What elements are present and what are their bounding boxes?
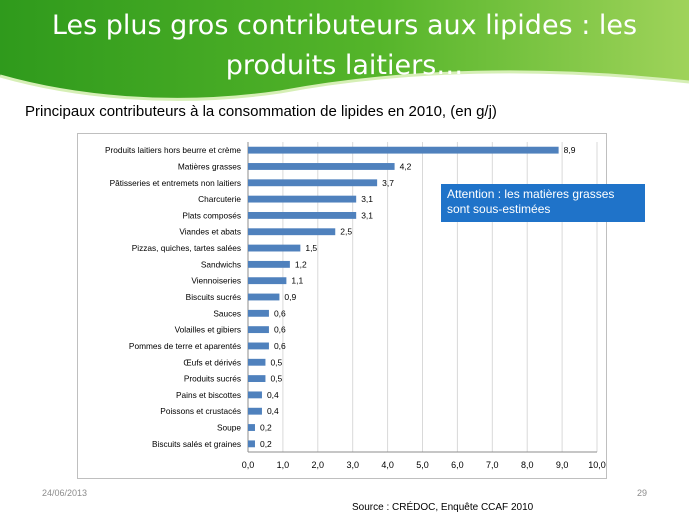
- data-label: 0,6: [274, 308, 286, 318]
- category-label: Œufs et dérivés: [183, 357, 241, 367]
- bar: [248, 277, 287, 285]
- category-label: Matières grasses: [178, 161, 241, 171]
- bar: [248, 424, 255, 431]
- bar: [248, 440, 255, 448]
- slide-title-line2: produits laitiers…: [225, 50, 464, 81]
- label-layer: Produits laitiers hors beurre et crème 8,…: [105, 145, 576, 449]
- bar-layer: [248, 146, 559, 448]
- data-label: 8,9: [564, 145, 576, 155]
- footer-date: 24/06/2013: [42, 488, 88, 498]
- data-label: 2,5: [340, 227, 352, 237]
- data-label: 0,4: [267, 406, 279, 416]
- slide-title: Les plus gros contributeurs aux lipides …: [20, 6, 669, 86]
- bar: [248, 342, 269, 350]
- x-tick-label: 2,0: [312, 460, 325, 470]
- bar: [248, 244, 301, 252]
- data-label: 3,1: [361, 210, 373, 220]
- data-label: 1,2: [295, 259, 307, 269]
- bar: [248, 211, 357, 219]
- bar: [248, 179, 378, 187]
- data-label: 0,2: [260, 439, 272, 449]
- bar: [248, 195, 357, 203]
- x-tick-label: 6,0: [451, 460, 464, 470]
- x-tick-label: 1,0: [277, 460, 290, 470]
- data-label: 0,6: [274, 341, 286, 351]
- bar: [248, 260, 290, 268]
- data-label: 4,2: [400, 161, 412, 171]
- bar: [248, 391, 262, 399]
- category-label: Sandwichs: [201, 259, 241, 269]
- bar: [248, 375, 266, 383]
- data-label: 3,1: [361, 194, 373, 204]
- x-tick-label: 8,0: [521, 460, 534, 470]
- x-tick-label: 7,0: [486, 460, 499, 470]
- data-label: 0,9: [284, 292, 296, 302]
- bar: [248, 228, 336, 236]
- x-tick-label: 9,0: [556, 460, 569, 470]
- category-label: Pâtisseries et entremets non laitiers: [110, 178, 241, 188]
- bar: [248, 163, 395, 170]
- category-label: Volailles et gibiers: [175, 325, 241, 335]
- bar: [248, 293, 280, 301]
- x-tick-label: 10,0: [588, 460, 606, 470]
- bar: [248, 309, 269, 317]
- category-label: Viennoiseries: [191, 276, 241, 286]
- data-label: 0,6: [274, 325, 286, 335]
- data-label: 3,7: [382, 178, 394, 188]
- x-tick-label: 3,0: [346, 460, 359, 470]
- category-label: Pizzas, quiches, tartes salées: [132, 243, 241, 253]
- source-note: Source : CRÉDOC, Enquête CCAF 2010: [352, 502, 534, 513]
- bar: [248, 407, 262, 415]
- bar-chart: Produits laitiers hors beurre et crème 8,…: [105, 142, 606, 470]
- category-label: Biscuits sucrés: [186, 292, 241, 302]
- header-band: [0, 0, 689, 101]
- x-tick-label: 0,0: [242, 460, 255, 470]
- bar: [248, 326, 269, 334]
- category-label: Sauces: [213, 308, 241, 318]
- category-label: Soupe: [217, 423, 241, 433]
- data-label: 0,2: [260, 423, 272, 433]
- tick-layer: 0,0 1,0 2,0 3,0 4,0 5,0 6,0 7,0 8,0 9,0 10,0: [242, 460, 606, 470]
- category-label: Viandes et abats: [179, 227, 241, 237]
- category-label: Charcuterie: [198, 194, 241, 204]
- category-label: Plats composés: [182, 210, 241, 220]
- data-label: 1,1: [291, 276, 303, 286]
- bar: [248, 358, 266, 366]
- x-tick-label: 5,0: [416, 460, 429, 470]
- data-label: 0,4: [267, 390, 279, 400]
- data-label: 1,5: [305, 243, 317, 253]
- chart-subtitle: Principaux contributeurs à la consommati…: [25, 103, 497, 120]
- data-label: 0,5: [270, 374, 282, 384]
- page-number: 29: [637, 488, 648, 498]
- note-box: Attention : les matières grasses sont so…: [441, 184, 645, 222]
- x-tick-label: 4,0: [381, 460, 394, 470]
- category-label: Produits sucrés: [184, 374, 241, 384]
- slide-title-line1: Les plus gros contributeurs aux lipides …: [51, 10, 638, 41]
- category-label: Produits laitiers hors beurre et crème: [105, 145, 241, 155]
- data-label: 0,5: [270, 357, 282, 367]
- category-label: Pommes de terre et aparentés: [129, 341, 241, 351]
- category-label: Biscuits salés et graines: [152, 439, 241, 449]
- category-label: Pains et biscottes: [176, 390, 241, 400]
- category-label: Poissons et crustacés: [160, 406, 241, 416]
- bar: [248, 146, 559, 154]
